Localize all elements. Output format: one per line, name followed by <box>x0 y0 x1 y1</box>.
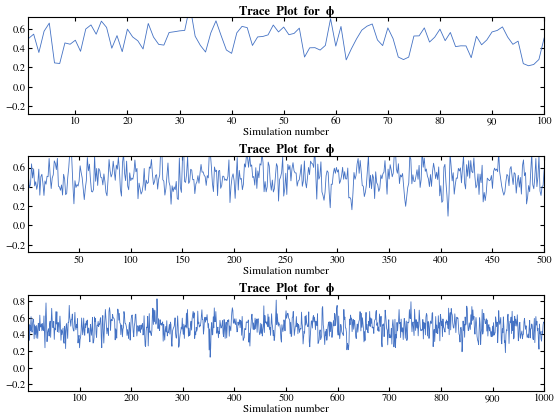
Title: Trace  Plot  for  ϕ: Trace Plot for ϕ <box>239 5 334 18</box>
X-axis label: Simulation number: Simulation number <box>244 266 329 276</box>
X-axis label: Simulation number: Simulation number <box>244 405 329 415</box>
Title: Trace  Plot  for  ϕ: Trace Plot for ϕ <box>239 283 334 295</box>
X-axis label: Simulation number: Simulation number <box>244 128 329 137</box>
Title: Trace  Plot  for  ϕ: Trace Plot for ϕ <box>239 144 334 156</box>
